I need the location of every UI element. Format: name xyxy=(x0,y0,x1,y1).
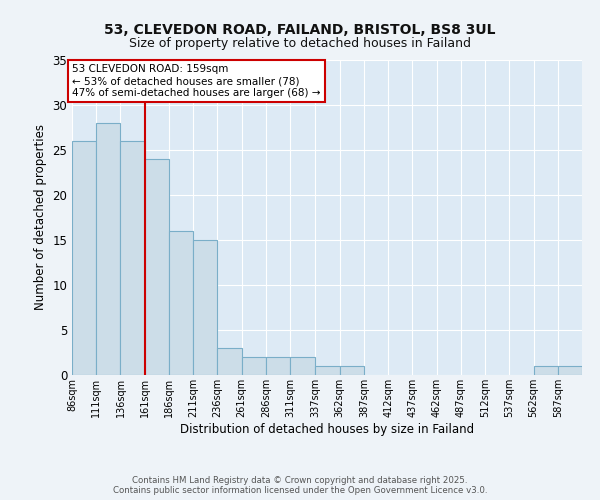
Bar xyxy=(533,366,558,375)
Text: 53 CLEVEDON ROAD: 159sqm
← 53% of detached houses are smaller (78)
47% of semi-d: 53 CLEVEDON ROAD: 159sqm ← 53% of detach… xyxy=(73,64,321,98)
Bar xyxy=(290,357,316,375)
Bar xyxy=(145,159,169,375)
Bar xyxy=(169,231,193,375)
Text: Contains HM Land Registry data © Crown copyright and database right 2025.
Contai: Contains HM Land Registry data © Crown c… xyxy=(113,476,487,495)
Bar xyxy=(217,348,242,375)
Text: 53, CLEVEDON ROAD, FAILAND, BRISTOL, BS8 3UL: 53, CLEVEDON ROAD, FAILAND, BRISTOL, BS8… xyxy=(104,22,496,36)
Bar xyxy=(72,141,96,375)
Bar xyxy=(340,366,364,375)
Bar xyxy=(558,366,582,375)
Bar xyxy=(193,240,217,375)
X-axis label: Distribution of detached houses by size in Failand: Distribution of detached houses by size … xyxy=(180,422,474,436)
Bar xyxy=(121,141,145,375)
Bar xyxy=(266,357,290,375)
Y-axis label: Number of detached properties: Number of detached properties xyxy=(34,124,47,310)
Bar xyxy=(242,357,266,375)
Text: Size of property relative to detached houses in Failand: Size of property relative to detached ho… xyxy=(129,38,471,51)
Bar xyxy=(96,123,121,375)
Bar xyxy=(316,366,340,375)
